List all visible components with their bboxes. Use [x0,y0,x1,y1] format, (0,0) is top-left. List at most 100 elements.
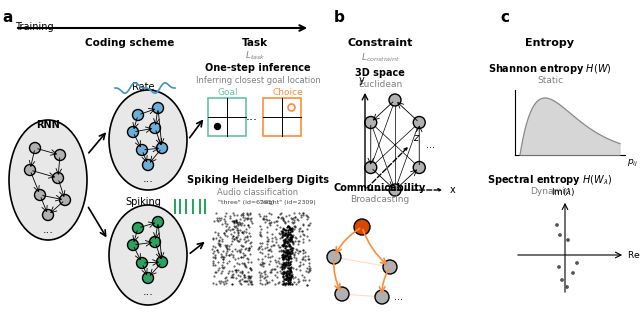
Point [239,273,249,278]
Point [276,210,286,215]
Point [267,266,277,272]
Point [303,254,314,259]
Point [264,218,275,223]
Point [241,226,251,231]
Point [302,214,312,219]
Text: a: a [2,10,12,25]
Point [298,257,308,262]
Point [284,260,294,265]
Point [282,275,292,280]
Point [265,269,275,274]
Point [259,214,269,219]
Point [241,238,252,243]
Point [278,259,288,264]
Point [303,222,314,227]
Point [223,269,234,274]
Point [231,276,241,281]
Circle shape [561,279,563,281]
Circle shape [152,102,163,114]
Point [287,232,298,238]
Circle shape [127,239,138,251]
Point [243,248,253,253]
Point [278,256,289,261]
Point [282,256,292,261]
Point [224,244,234,249]
Point [286,258,296,263]
Point [260,219,270,224]
Point [281,280,291,286]
Circle shape [132,109,143,121]
Point [218,257,228,262]
Point [280,252,291,257]
Text: Spiking: Spiking [125,197,161,207]
Point [243,269,253,274]
Point [276,281,287,286]
Point [220,220,230,225]
Point [279,218,289,224]
Point [280,236,290,241]
Point [279,266,289,271]
Point [270,281,280,287]
Point [227,273,237,278]
Point [220,218,230,223]
Point [236,216,246,221]
Point [282,265,292,270]
Point [260,254,271,259]
Point [230,223,241,228]
Point [257,250,268,255]
Text: Communicability: Communicability [334,183,426,193]
Point [243,222,253,227]
Point [264,247,274,252]
Point [218,255,228,260]
Point [278,263,288,268]
Point [218,266,228,271]
Point [294,262,305,267]
Point [279,254,289,259]
Point [272,270,282,275]
Point [221,211,231,216]
Point [214,279,224,284]
Point [230,235,241,240]
Point [237,231,248,236]
Text: y: y [359,75,365,85]
Point [280,270,291,275]
Point [241,264,251,269]
Point [237,260,247,266]
Point [235,227,245,232]
Point [293,263,303,268]
Point [232,221,242,226]
Point [236,255,246,260]
Point [278,269,288,274]
Point [279,254,289,259]
Point [237,215,248,220]
Point [242,235,252,240]
Point [281,272,291,277]
Point [221,233,232,238]
Point [239,215,250,220]
Text: $p_{ij}$: $p_{ij}$ [627,158,638,169]
Point [208,255,218,260]
Point [236,282,246,287]
Point [228,219,238,224]
Point [274,249,284,254]
Point [289,238,300,243]
Point [285,276,295,281]
Point [284,262,294,267]
Point [285,262,295,267]
Point [228,254,238,259]
Point [262,248,273,253]
Point [241,229,252,234]
Point [279,269,289,274]
Point [287,250,297,255]
Point [271,226,281,232]
Point [278,252,288,257]
Point [212,267,223,272]
Point [299,274,309,280]
Text: x: x [450,185,456,195]
Circle shape [572,272,575,274]
Point [285,225,295,230]
Text: One-step inference: One-step inference [205,63,311,73]
Point [278,226,289,232]
Point [257,240,267,245]
Point [279,241,289,246]
